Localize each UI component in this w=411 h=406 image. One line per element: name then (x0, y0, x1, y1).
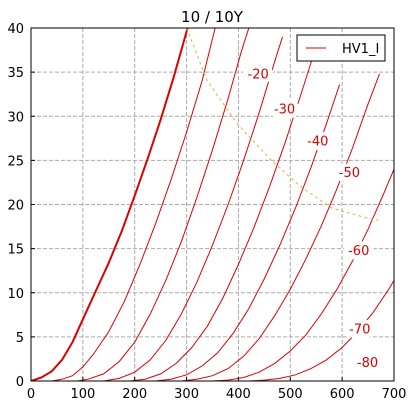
curve-label-bg (243, 64, 274, 83)
x-tick-label: 200 (122, 387, 147, 402)
y-tick-label: 40 (7, 22, 24, 37)
y-tick-label: 5 (16, 331, 24, 346)
curve-label-minus-20: -20 (248, 67, 269, 82)
plate-curve-minus-70 (212, 169, 394, 381)
plate-curve-minus-40 (129, 54, 315, 381)
legend: HV1_I (296, 34, 386, 62)
x-tick-label: 100 (70, 387, 95, 402)
curve-label-minus-60: -60 (348, 244, 369, 259)
curve-label-minus-50: -50 (339, 166, 360, 181)
x-tick-label: 500 (278, 387, 303, 402)
curve-label-bg (352, 353, 383, 372)
legend-entry-hv1-i: HV1_I (342, 42, 379, 57)
curve-label-minus-30: -30 (274, 103, 295, 118)
curve-label-bg (302, 131, 333, 150)
grid-voltage-labels: -20 -30 -40 -50 -60 -70 -80 (243, 64, 383, 372)
plate-curve-minus-20 (77, 28, 250, 381)
x-tick-label: 700 (382, 387, 407, 402)
curve-label-bg (269, 100, 300, 119)
grid (31, 28, 394, 381)
y-tick-label: 35 (7, 66, 24, 81)
y-tick-label: 0 (16, 375, 24, 390)
plate-curve-minus-60 (181, 73, 380, 381)
y-tick-label: 25 (7, 154, 24, 169)
plate-curve-minus-50 (155, 84, 341, 381)
curve-label-bg (344, 319, 375, 338)
x-tick-label: 300 (174, 387, 199, 402)
y-tick-label: 30 (7, 110, 24, 125)
curve-label-minus-80: -80 (357, 356, 378, 371)
x-tick-label: 400 (226, 387, 251, 402)
y-tick-label: 10 (7, 287, 24, 302)
axis-ticks: 0 100 200 300 400 500 600 700 0 5 10 15 20 25 30 35 40 (7, 22, 406, 402)
x-tick-label: 0 (27, 387, 35, 402)
curve-label-minus-70: -70 (349, 322, 370, 337)
curve-label-bg (334, 163, 365, 182)
x-tick-label: 600 (330, 387, 355, 402)
curve-label-minus-40: -40 (307, 134, 328, 149)
y-tick-label: 20 (7, 199, 24, 214)
curve-label-bg (343, 241, 374, 260)
y-tick-label: 15 (7, 243, 24, 258)
plate-curve-minus-30 (103, 36, 283, 381)
plate-curve-minus-80 (248, 280, 394, 381)
plate-curve-seriesminus-1 (51, 28, 216, 381)
chart-title: 10 / 10Y (181, 8, 244, 26)
plate-curves (31, 28, 394, 381)
plate-curve-seriesminus-0 (31, 28, 189, 381)
